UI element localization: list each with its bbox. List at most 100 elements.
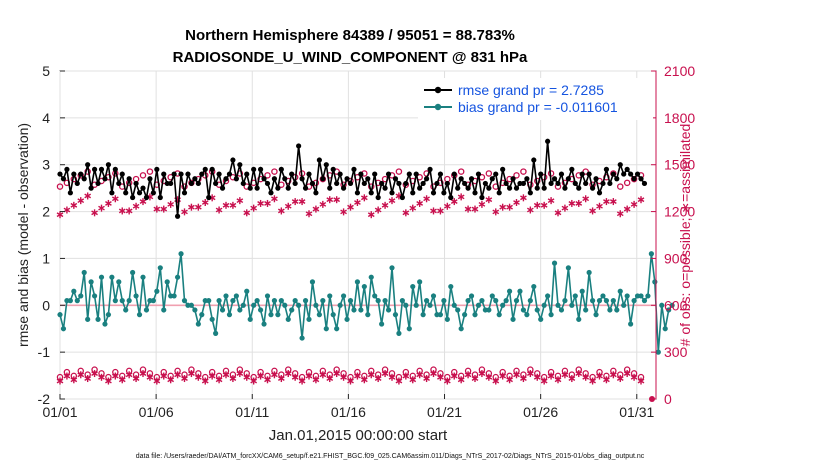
bias-point <box>520 307 527 313</box>
rmse-point <box>334 180 340 187</box>
rmse-point <box>202 166 208 172</box>
assimilated-obs-marker <box>277 207 285 215</box>
rmse-point <box>257 166 264 172</box>
bias-point <box>192 307 198 313</box>
rmse-point <box>361 180 367 187</box>
bias-point <box>126 298 132 304</box>
rmse-point <box>112 166 118 172</box>
rmse-point <box>389 190 395 196</box>
assimilated-obs-marker <box>181 375 188 383</box>
rmse-point <box>506 185 513 191</box>
y-axis-label: rmse and bias (model - observation) <box>15 123 31 347</box>
rmse-point <box>468 176 475 182</box>
bias-point <box>503 298 509 304</box>
rmse-point <box>268 190 274 196</box>
assimilated-obs-marker <box>596 372 603 380</box>
bias-point <box>555 302 561 308</box>
bias-point <box>143 307 150 313</box>
rmse-point <box>448 194 454 201</box>
bias-point <box>81 269 87 276</box>
bias-point <box>278 298 284 304</box>
assimilated-obs-marker <box>450 198 458 206</box>
rmse-point <box>551 176 558 182</box>
rmse-point <box>423 176 430 182</box>
assimilated-obs-marker <box>430 370 437 378</box>
bias-line <box>59 253 673 353</box>
rmse-point <box>621 171 627 177</box>
assimilated-obs-marker <box>326 375 334 383</box>
assimilated-obs-marker <box>492 208 500 216</box>
rmse-point <box>98 166 105 172</box>
bias-point <box>181 298 188 304</box>
bias-point <box>624 293 630 299</box>
rmse-point <box>593 176 599 182</box>
bias-point <box>513 298 520 304</box>
bias-point <box>645 293 651 299</box>
assimilated-obs-marker <box>561 371 569 379</box>
bias-point <box>548 312 554 318</box>
bias-point <box>98 274 105 280</box>
rmse-point <box>569 166 575 172</box>
rmse-point <box>327 185 333 191</box>
assimilated-obs-marker <box>520 194 527 202</box>
axes: -2 -1 0 1 2 3 4 5 0 300 600 900 1200 1500 1800 2100 01/0… <box>38 63 696 420</box>
bias-point <box>462 312 468 318</box>
bias-point <box>586 269 592 276</box>
assimilated-obs-marker <box>312 205 320 213</box>
bias-point <box>244 288 250 294</box>
assimilated-obs-marker <box>305 372 313 380</box>
rmse-point <box>309 180 316 187</box>
assimilated-obs-marker <box>520 375 527 383</box>
assimilated-obs-marker <box>603 198 610 206</box>
legend: rmse grand pr = 2.7285 bias grand pr = -… <box>418 78 653 120</box>
rmse-point <box>610 171 616 177</box>
rmse-point <box>154 166 160 172</box>
rmse-point <box>275 185 281 191</box>
assimilated-obs-marker <box>388 197 396 205</box>
rmse-point <box>462 180 468 187</box>
rmse-point <box>105 162 112 168</box>
bias-point <box>199 312 205 318</box>
assimilated-obs-marker <box>395 377 403 385</box>
rmse-point <box>67 190 73 196</box>
assimilated-obs-marker <box>132 202 140 210</box>
rmse-point <box>441 190 447 196</box>
bias-point <box>558 307 565 313</box>
assimilated-obs-marker <box>326 196 334 204</box>
bias-point <box>330 312 336 318</box>
assimilated-obs-marker <box>284 202 292 210</box>
y-tick-label: 5 <box>42 63 50 79</box>
rmse-point <box>465 185 471 191</box>
x-tick-label: 01/26 <box>523 404 558 420</box>
rmse-point <box>527 190 533 196</box>
bias-point <box>368 274 374 280</box>
assimilated-obs-marker <box>271 371 278 379</box>
bias-point <box>375 298 381 304</box>
rmse-point <box>271 176 278 182</box>
assimilated-obs-marker <box>91 209 98 217</box>
assimilated-obs-marker <box>105 199 112 207</box>
rmse-point <box>576 185 582 191</box>
rmse-point <box>244 171 250 177</box>
bias-point <box>399 298 405 304</box>
assimilated-obs-marker <box>589 207 596 215</box>
bias-point <box>130 269 136 276</box>
rmse-point <box>614 176 620 182</box>
bias-point <box>313 302 319 308</box>
assimilated-obs-marker <box>374 206 382 214</box>
assimilated-obs-marker <box>264 376 271 384</box>
assimilated-obs-marker <box>492 377 500 385</box>
rmse-point <box>91 166 98 172</box>
rmse-point <box>555 180 561 187</box>
bias-point <box>109 274 115 280</box>
rmse-point <box>251 166 257 172</box>
bias-point <box>652 279 658 285</box>
rmse-point <box>379 180 385 187</box>
bias-point <box>289 307 295 313</box>
assimilated-obs-marker <box>526 206 534 214</box>
possible-obs-marker <box>139 172 147 179</box>
bias-point <box>545 293 551 299</box>
bias-point <box>233 293 239 299</box>
bias-point <box>154 288 160 294</box>
rmse-point <box>586 171 592 177</box>
